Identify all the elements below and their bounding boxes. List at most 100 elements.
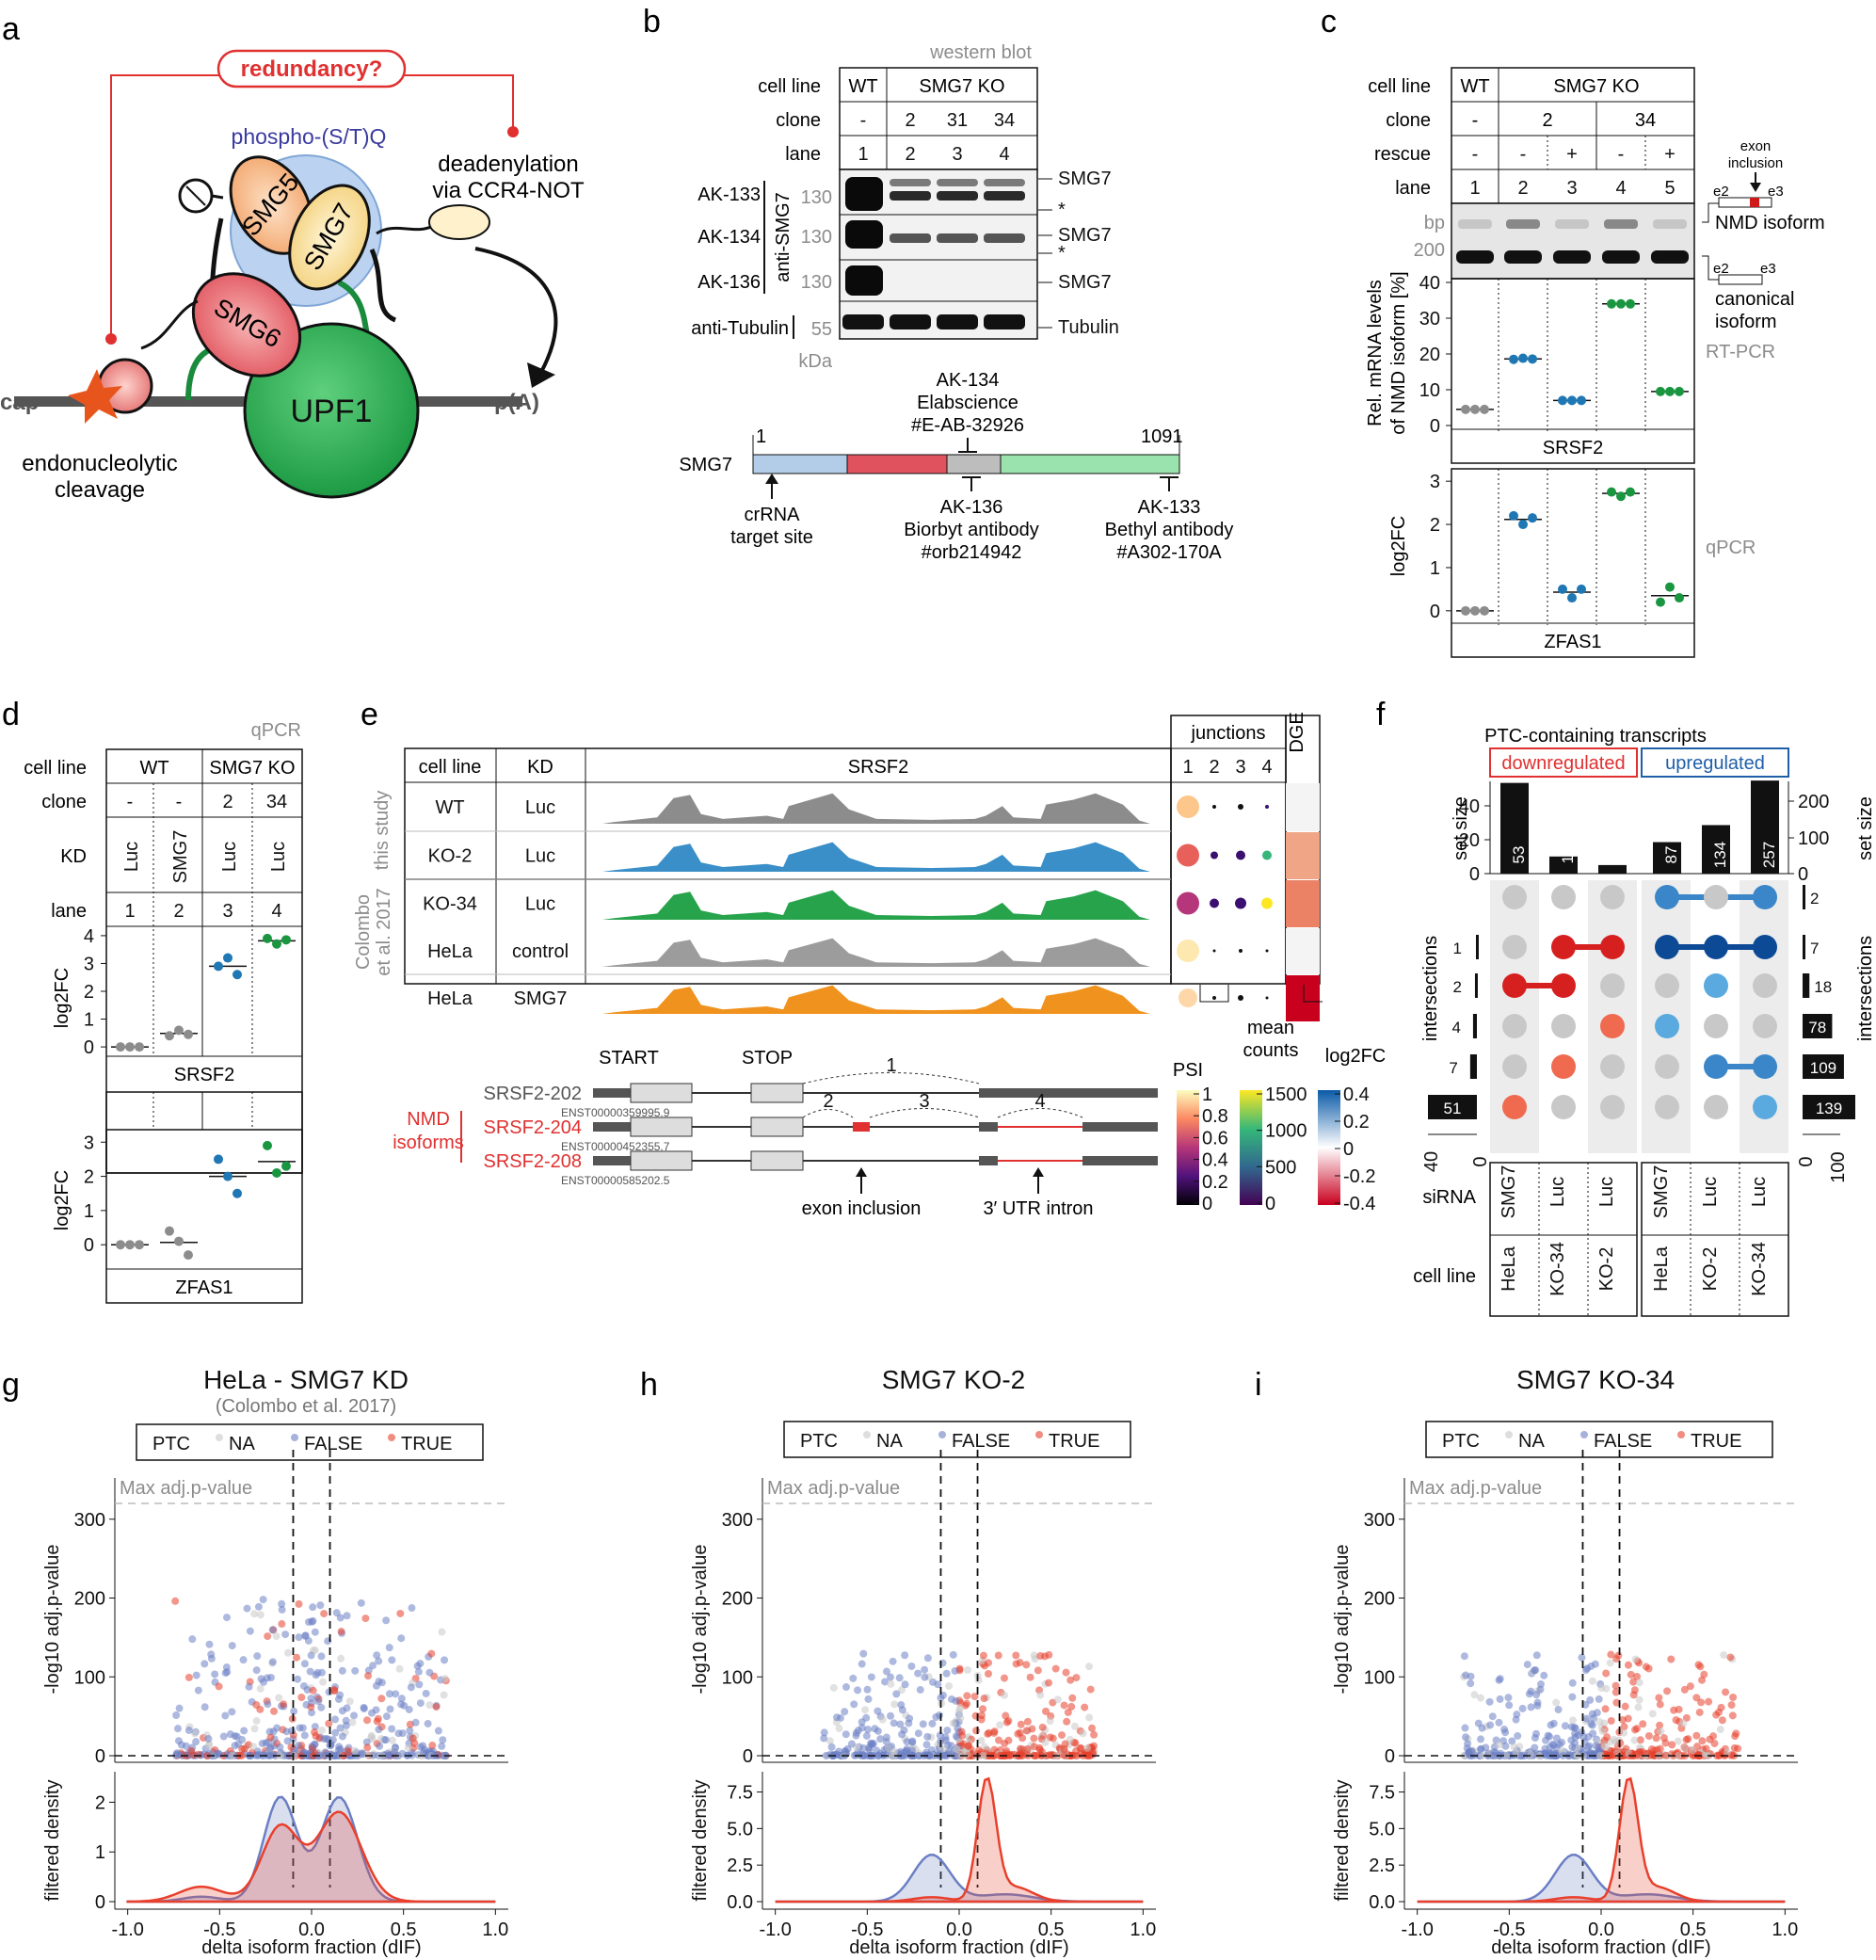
intersection-dot: [1600, 885, 1625, 909]
data-point: [994, 1651, 1002, 1660]
row-label: clone: [776, 110, 821, 131]
e2-label: e2: [1713, 184, 1729, 200]
data-point: [890, 1700, 899, 1709]
data-point: [1588, 1721, 1596, 1729]
data-point: [945, 1681, 954, 1690]
data-point: [1066, 1676, 1075, 1684]
tick-label: 0: [1430, 416, 1440, 437]
data-point: [1058, 1731, 1066, 1740]
data-point: [1568, 1679, 1577, 1687]
data-point: [1665, 582, 1675, 592]
data-point: [919, 1720, 927, 1728]
data-point: [1470, 605, 1480, 616]
clone: 34: [266, 792, 287, 812]
data-point: [1606, 1659, 1614, 1667]
data-point: [307, 1651, 315, 1660]
deadenylation-label-1: deadenylation: [438, 152, 578, 177]
intersection-value: 2: [1453, 978, 1462, 996]
data-point: [1598, 1727, 1607, 1736]
data-point: [249, 1743, 258, 1751]
ab134-label: Elabscience: [917, 393, 1018, 413]
data-point: [974, 1676, 983, 1684]
ylabel: -log10 adj.p-value: [1332, 1545, 1353, 1695]
tick-label: -0.5: [851, 1920, 883, 1940]
lane: 3: [952, 144, 962, 165]
data-point: [343, 1612, 351, 1620]
legend-box: [783, 1421, 1131, 1458]
data-point: [1656, 1744, 1664, 1753]
intersection-dot: [1753, 1054, 1777, 1079]
data-point: [364, 1672, 373, 1680]
ab136-label: AK-136: [940, 497, 1003, 518]
data-point: [1482, 1743, 1490, 1752]
data-point: [192, 1738, 200, 1746]
clone: -: [176, 792, 183, 812]
rescue: -: [1618, 144, 1625, 165]
intersection-dot: [1502, 1014, 1527, 1038]
intersection-value: 4: [1451, 1019, 1460, 1036]
data-point: [949, 1719, 957, 1727]
intersection-dot: [1502, 885, 1527, 909]
header-junctions: junctions: [1191, 723, 1266, 744]
tick-label: 0: [743, 1746, 753, 1767]
data-point: [411, 1718, 420, 1727]
data-point: [1728, 1711, 1737, 1720]
row-label: clone: [1386, 110, 1431, 131]
intersection-dot: [1502, 935, 1527, 959]
data-point: [1461, 404, 1470, 414]
data-point: [1656, 1721, 1664, 1729]
cleavage-label-1: endonucleolytic: [22, 451, 177, 476]
data-point: [1514, 1731, 1522, 1740]
data-point: [266, 1751, 275, 1759]
data-point: [303, 1686, 312, 1695]
data-point: [297, 1694, 306, 1702]
data-point: [858, 1724, 866, 1732]
data-point: [329, 1736, 337, 1744]
density-curve: [126, 1810, 496, 1904]
data-point: [1681, 1743, 1690, 1752]
rescue: +: [1664, 144, 1676, 165]
volcano-panel: SMG7 KO-2 PTC NA FALSE TRUE Max adj.p-value 30…: [690, 1365, 1156, 1958]
junction-dot: [1212, 996, 1216, 1000]
data-point: [1051, 1664, 1060, 1673]
tick-label: 2: [1430, 515, 1440, 536]
data-point: [337, 1628, 345, 1636]
intersection-dot: [1704, 885, 1728, 909]
data-point: [187, 1746, 196, 1755]
tick-label: 300: [1364, 1510, 1395, 1531]
phospho-label: phospho-(S/T)Q: [232, 124, 387, 149]
data-point: [1527, 1703, 1535, 1711]
gene-label-srsf2: SRSF2: [174, 1065, 234, 1085]
data-point: [1629, 1691, 1638, 1699]
data-point: [832, 1713, 841, 1722]
data-point: [865, 1743, 874, 1752]
lane: 1: [858, 144, 868, 165]
data-point: [1510, 1743, 1518, 1751]
junction-arc-label: 4: [1034, 1091, 1045, 1112]
antibody-label: AK-134: [697, 227, 761, 248]
kda-label: kDa: [798, 351, 832, 372]
legend-tick: 1000: [1265, 1121, 1307, 1142]
data-point: [887, 1679, 895, 1688]
data-point: [898, 1730, 906, 1739]
data-point: [1000, 1674, 1008, 1682]
intersection-dot: [1551, 1095, 1576, 1119]
tick-label: 0.5: [1680, 1920, 1707, 1940]
exon-incl-label: exon: [1740, 138, 1772, 154]
intersections-label: intersections: [1420, 936, 1441, 1041]
data-point: [1007, 1750, 1016, 1759]
clone: -: [1472, 110, 1479, 131]
data-point: [363, 1743, 372, 1752]
data-point: [842, 1683, 850, 1692]
volcano-subtitle: (Colombo et al. 2017): [216, 1396, 396, 1417]
data-point: [361, 1615, 370, 1623]
data-point: [1614, 1651, 1623, 1660]
data-point: [896, 1720, 905, 1728]
row-kd: Luc: [525, 797, 555, 818]
data-point: [1558, 584, 1567, 594]
data-point: [314, 1697, 323, 1706]
data-point: [376, 1742, 384, 1750]
data-point: [1716, 1726, 1724, 1734]
